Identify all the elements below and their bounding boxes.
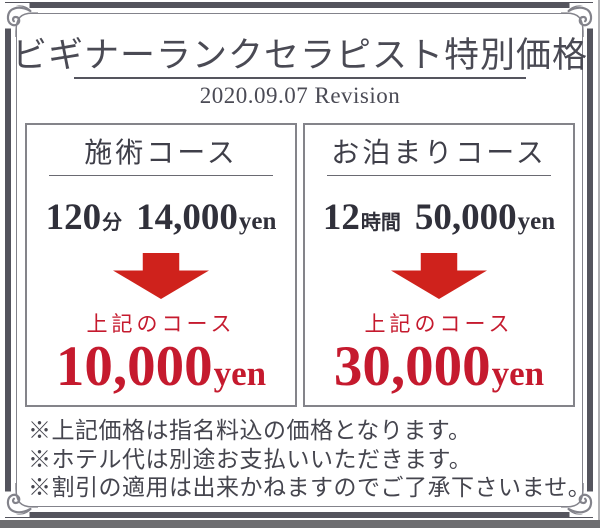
course-name-underline [49,175,273,176]
page-background-edge-bottom [0,520,600,528]
currency-label: yen [238,208,277,235]
duration-unit: 分 [102,212,123,234]
promo-price: 10,000 [55,335,213,398]
promo-label: 上記のコース [364,312,514,336]
page-background-edge-right [598,0,600,520]
course-name: 施術コース [84,138,238,169]
regular-price-line: 12 時間 50,000 yen [323,196,555,239]
page-title: ビギナーランクセラピスト特別価格 [11,36,588,75]
course-box-overnight: お泊まりコース 12 時間 50,000 yen 上記のコース 30,000 y… [303,123,575,407]
course-name-underline [327,175,551,176]
currency-label: yen [491,354,545,393]
revision-date: 2020.09.07 Revision [199,83,401,108]
corner-flourish-top-left [4,3,38,37]
promo-price: 30,000 [333,335,491,398]
footnotes: ※上記価格は指名料込の価格となります。 ※ホテル代は別途お支払いいただきます。 … [28,417,592,503]
footnote-line: ※ホテル代は別途お支払いいただきます。 [28,446,473,472]
title-underline [74,77,526,79]
regular-price-line: 120 分 14,000 yen [46,196,277,239]
footnote-line: ※上記価格は指名料込の価格となります。 [28,418,472,443]
corner-flourish-top-right [561,3,595,37]
promo-label: 上記のコース [86,312,236,336]
duration-unit: 時間 [360,212,401,234]
down-arrow-icon [391,253,487,299]
duration-value: 120 [45,197,102,238]
promo-price-line: 30,000 yen [334,337,544,397]
course-name: お泊まりコース [331,138,547,169]
down-arrow-icon [113,253,209,299]
currency-label: yen [517,208,556,235]
promo-price-line: 10,000 yen [56,337,266,397]
regular-price: 50,000 [414,197,517,238]
course-box-treatment: 施術コース 120 分 14,000 yen 上記のコース 10,000 yen [25,123,297,407]
corner-flourish-bottom-left [4,483,38,517]
currency-label: yen [213,354,267,393]
corner-flourish-bottom-right [561,483,595,517]
footnote-line: ※割引の適用は出来かねますのでご了承下さいませ。 [28,475,592,500]
regular-price: 14,000 [136,197,238,238]
duration-value: 12 [322,197,360,238]
